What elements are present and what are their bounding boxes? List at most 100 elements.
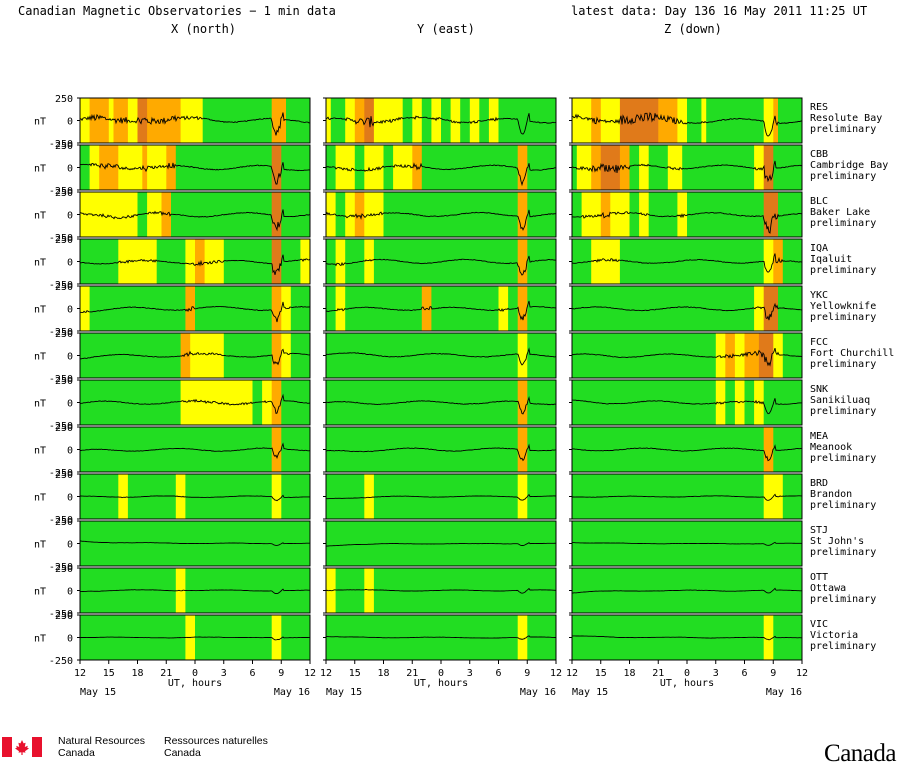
activity-band <box>412 145 423 190</box>
activity-band <box>763 192 779 237</box>
station-name: Resolute Bay <box>810 113 882 124</box>
y-unit-label: nT <box>34 634 46 645</box>
activity-band <box>469 98 480 143</box>
station-code: VIC <box>810 619 828 630</box>
activity-band <box>326 474 365 519</box>
x-tick-label: 3 <box>467 668 473 679</box>
x-axis-label: UT, hours <box>660 678 714 689</box>
x-tick-label: 12 <box>550 668 562 679</box>
activity-band <box>517 333 528 378</box>
y-tick-label: 250 <box>55 141 73 152</box>
activity-band <box>271 427 282 472</box>
series-line-blc-x <box>79 209 311 232</box>
activity-band <box>754 286 765 331</box>
x-tick-label: 18 <box>623 668 635 679</box>
activity-band <box>80 192 138 237</box>
activity-band <box>517 286 528 331</box>
activity-band <box>335 239 346 284</box>
activity-band <box>441 239 519 284</box>
activity-band <box>113 98 129 143</box>
x-tick-label: 12 <box>320 668 332 679</box>
station-name: Baker Lake <box>810 207 870 218</box>
y-tick-label: -250 <box>49 139 73 150</box>
canada-wordmark: Canada <box>824 740 896 767</box>
y-tick-label: 250 <box>55 376 73 387</box>
activity-band <box>610 192 630 237</box>
x-tick-label: 6 <box>741 668 747 679</box>
activity-band <box>527 145 557 190</box>
y-tick-label: 0 <box>67 305 73 316</box>
y-tick-label: 0 <box>67 399 73 410</box>
activity-band <box>441 192 519 237</box>
y-tick-label: -250 <box>49 609 73 620</box>
y-unit-label: nT <box>34 352 46 363</box>
x-tick-label: 15 <box>103 668 115 679</box>
activity-band <box>335 568 365 613</box>
activity-band <box>687 380 717 425</box>
activity-band <box>281 145 311 190</box>
x-tick-label: 9 <box>524 668 530 679</box>
series-line-brd-x <box>79 494 310 502</box>
activity-band <box>412 98 423 143</box>
series-line-mea-z <box>571 444 803 462</box>
x-tick-label: 9 <box>278 668 284 679</box>
y-tick-label: 250 <box>55 423 73 434</box>
activity-band <box>364 474 375 519</box>
activity-band <box>572 192 582 237</box>
x-axis-label: UT, hours <box>168 678 222 689</box>
activity-band <box>754 145 765 190</box>
activity-band <box>195 286 273 331</box>
activity-band <box>89 286 186 331</box>
series-line-stj-y <box>325 542 557 547</box>
activity-band <box>431 98 442 143</box>
activity-band <box>581 192 602 237</box>
activity-band <box>262 380 273 425</box>
fip-signature: Natural Resources Canada Ressources natu… <box>0 733 900 770</box>
activity-band <box>744 380 755 425</box>
activity-band <box>460 98 471 143</box>
activity-band <box>706 98 765 143</box>
activity-band <box>763 427 774 472</box>
station-name: Iqaluit <box>810 254 852 265</box>
activity-band <box>677 98 688 143</box>
activity-band <box>450 98 461 143</box>
activity-band <box>326 333 442 378</box>
activity-band <box>763 145 774 190</box>
activity-band <box>517 239 528 284</box>
activity-band <box>80 98 90 143</box>
activity-band <box>354 192 365 237</box>
activity-band <box>648 192 678 237</box>
activity-band <box>364 568 375 613</box>
agency-fr-line1: Ressources naturelles <box>164 735 268 747</box>
activity-band <box>345 98 356 143</box>
y-tick-label: 0 <box>67 352 73 363</box>
activity-band <box>687 239 765 284</box>
activity-band <box>600 145 621 190</box>
activity-band <box>725 380 736 425</box>
activity-band <box>758 333 774 378</box>
y-tick-label: -250 <box>49 515 73 526</box>
activity-band <box>345 239 365 284</box>
x-tick-label: 6 <box>495 668 501 679</box>
activity-band <box>195 427 273 472</box>
activity-band <box>195 192 273 237</box>
activity-band <box>373 239 442 284</box>
activity-band <box>517 615 528 660</box>
series-line-iqa-z <box>571 253 803 273</box>
activity-band <box>271 239 282 284</box>
activity-band <box>335 145 356 190</box>
station-status: preliminary <box>810 547 876 558</box>
x-tick-label: 6 <box>249 668 255 679</box>
y-tick-label: -250 <box>49 233 73 244</box>
y-tick-label: 0 <box>67 117 73 128</box>
activity-band <box>763 239 774 284</box>
station-status: preliminary <box>810 406 876 417</box>
y-tick-label: 250 <box>55 517 73 528</box>
activity-band <box>441 380 519 425</box>
activity-band <box>345 192 356 237</box>
y-tick-label: 0 <box>67 446 73 457</box>
activity-band <box>127 98 138 143</box>
y-tick-label: 0 <box>67 587 73 598</box>
activity-band <box>527 286 557 331</box>
activity-band <box>89 145 100 190</box>
